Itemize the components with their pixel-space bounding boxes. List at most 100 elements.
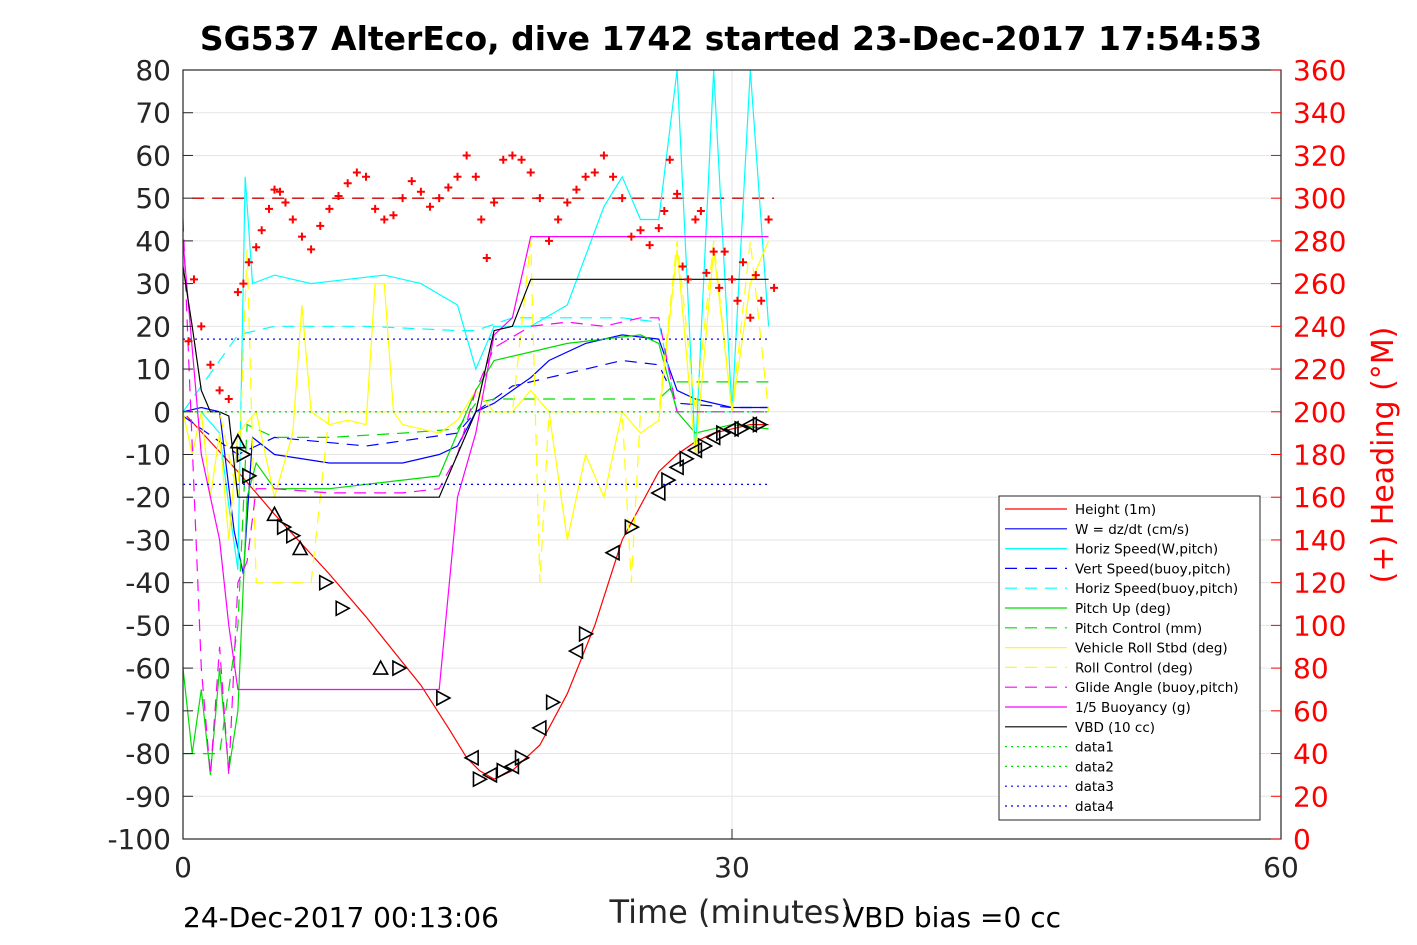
y-tick-label: 50 bbox=[135, 182, 171, 215]
legend-entry: data3 bbox=[1075, 779, 1114, 795]
heading-point bbox=[696, 206, 705, 215]
heading-point bbox=[517, 155, 526, 164]
heading-point bbox=[508, 151, 517, 160]
y-tick-label: -60 bbox=[125, 652, 171, 685]
legend-entry: 1/5 Buoyancy (g) bbox=[1075, 700, 1191, 716]
profile-marker bbox=[503, 758, 520, 775]
heading-point bbox=[572, 185, 581, 194]
x-axis-ticks: 0 30 60 bbox=[174, 829, 1299, 884]
heading-point bbox=[691, 215, 700, 224]
profile-marker bbox=[514, 749, 531, 767]
heading-point bbox=[389, 211, 398, 220]
profile-marker bbox=[531, 719, 547, 737]
right-tick-label: 360 bbox=[1293, 54, 1346, 87]
heading-point bbox=[660, 206, 669, 215]
heading-point bbox=[334, 192, 343, 201]
heading-point bbox=[426, 202, 435, 211]
footer-timestamp: 24-Dec-2017 00:13:06 bbox=[183, 901, 499, 934]
right-tick-label: 120 bbox=[1293, 567, 1346, 600]
heading-point bbox=[189, 275, 198, 284]
heading-point bbox=[702, 268, 711, 277]
legend-entry: Vert Speed(buoy,pitch) bbox=[1075, 561, 1231, 577]
profile-marker bbox=[372, 659, 389, 675]
profile-marker bbox=[318, 574, 335, 592]
profile-marker bbox=[697, 437, 714, 455]
profile-marker bbox=[276, 518, 293, 536]
heading-point bbox=[398, 194, 407, 203]
heading-point bbox=[715, 283, 724, 292]
y-tick-label: 60 bbox=[135, 139, 171, 172]
heading-point bbox=[224, 394, 233, 403]
heading-point bbox=[618, 194, 627, 203]
heading-point bbox=[751, 271, 760, 280]
right-tick-label: 220 bbox=[1293, 353, 1346, 386]
right-tick-label: 240 bbox=[1293, 310, 1346, 343]
heading-point bbox=[371, 204, 380, 213]
y-tick-label: 0 bbox=[153, 396, 171, 429]
right-tick-label: 140 bbox=[1293, 524, 1346, 557]
profile-marker bbox=[496, 762, 512, 779]
y-tick-label: 20 bbox=[135, 310, 171, 343]
profile-marker bbox=[545, 693, 562, 711]
series-line bbox=[183, 69, 770, 570]
right-tick-label: 280 bbox=[1293, 225, 1346, 258]
right-tick-label: 300 bbox=[1293, 182, 1346, 215]
heading-point bbox=[733, 296, 742, 305]
heading-point bbox=[316, 221, 325, 230]
right-tick-label: 100 bbox=[1293, 609, 1346, 642]
legend-entry: W = dz/dt (cm/s) bbox=[1075, 522, 1189, 538]
y-tick-label: -40 bbox=[125, 567, 171, 600]
heading-point bbox=[343, 179, 352, 188]
heading-point bbox=[684, 275, 693, 284]
heading-point bbox=[435, 194, 444, 203]
series-line bbox=[182, 359, 769, 456]
y-tick-label: -70 bbox=[125, 695, 171, 728]
right-tick-label: 20 bbox=[1293, 780, 1329, 813]
heading-point bbox=[581, 172, 590, 181]
heading-point bbox=[563, 198, 572, 207]
legend: Height (1m) W = dz/dt (cm/s) Horiz Speed(W… bbox=[998, 495, 1261, 821]
y-tick-label: 10 bbox=[135, 353, 171, 386]
heading-point bbox=[257, 226, 266, 235]
right-tick-label: 60 bbox=[1293, 695, 1329, 728]
heading-point bbox=[265, 204, 274, 213]
heading-point bbox=[709, 247, 718, 256]
heading-point bbox=[554, 215, 563, 224]
right-tick-label: 180 bbox=[1293, 439, 1346, 472]
legend-entry: Horiz Speed(W,pitch) bbox=[1075, 542, 1218, 558]
right-tick-label: 340 bbox=[1293, 97, 1346, 130]
heading-point bbox=[184, 337, 193, 346]
legend-entry: Glide Angle (buoy,pitch) bbox=[1075, 680, 1239, 696]
heading-point bbox=[764, 215, 773, 224]
y-tick-label: 80 bbox=[135, 54, 171, 87]
heading-point bbox=[462, 151, 471, 160]
series-line bbox=[183, 381, 769, 755]
series-line bbox=[182, 236, 769, 691]
heading-point bbox=[636, 226, 645, 235]
heading-point bbox=[471, 172, 480, 181]
heading-point bbox=[307, 245, 316, 254]
left-axis-ticks: 80 70 60 50 40 30 20 10 0 -10 -20 -30 -40 -50 -60 -70 -8… bbox=[107, 54, 193, 856]
legend-entry: Vehicle Roll Stbd (deg) bbox=[1075, 641, 1228, 657]
heading-point bbox=[244, 258, 253, 267]
legend-entry: Horiz Speed(buoy,pitch) bbox=[1075, 581, 1238, 597]
heading-point bbox=[453, 172, 462, 181]
x-tick-label: 30 bbox=[714, 851, 750, 884]
profile-marker bbox=[335, 599, 351, 617]
series-group bbox=[182, 69, 770, 780]
y-tick-label: 70 bbox=[135, 97, 171, 130]
profile-marker bbox=[661, 471, 677, 489]
heading-point bbox=[239, 279, 248, 288]
heading-point bbox=[197, 322, 206, 331]
heading-point bbox=[407, 177, 416, 186]
legend-entry: data2 bbox=[1075, 759, 1114, 775]
heading-point bbox=[535, 194, 544, 203]
heading-point bbox=[738, 258, 747, 267]
y-tick-label: -50 bbox=[125, 609, 171, 642]
heading-point bbox=[770, 283, 779, 292]
legend-entry: Height (1m) bbox=[1075, 502, 1156, 518]
heading-point bbox=[526, 168, 535, 177]
legend-entry: data4 bbox=[1075, 799, 1114, 815]
right-tick-label: 260 bbox=[1293, 268, 1346, 301]
